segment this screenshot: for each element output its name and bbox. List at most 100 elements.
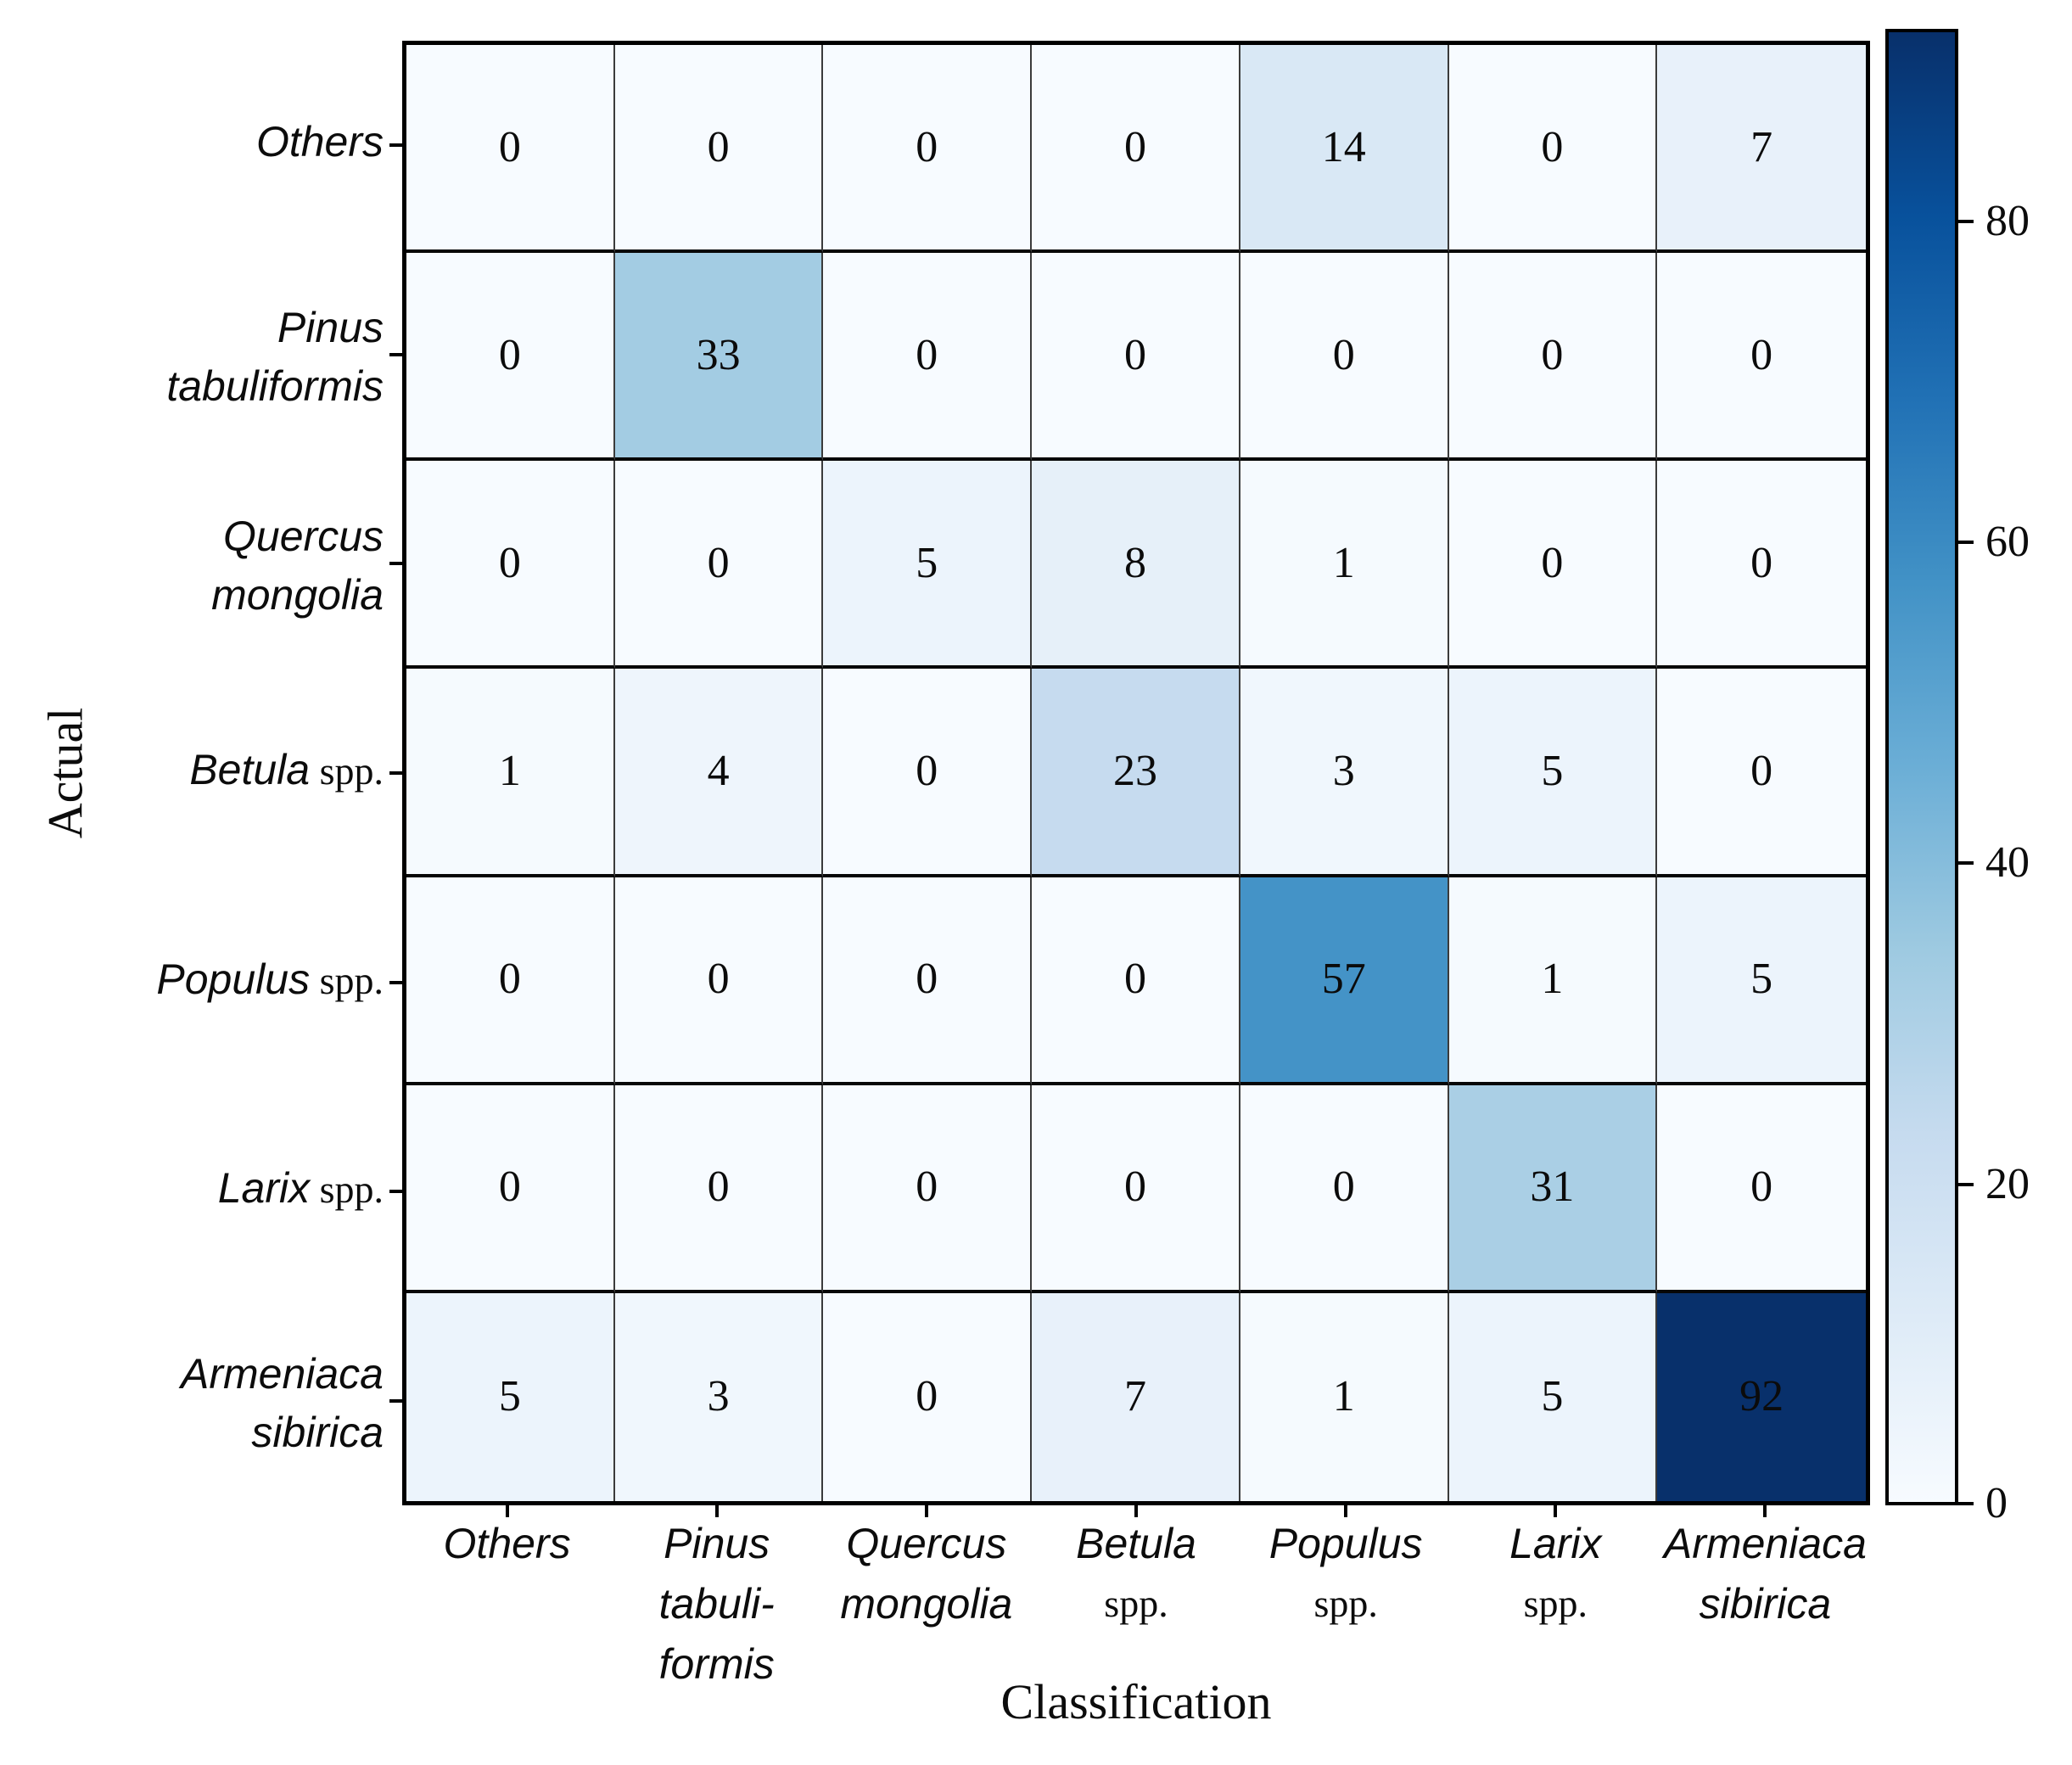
species-name: Pinus bbox=[664, 1520, 770, 1567]
species-name: Quercus bbox=[846, 1520, 1007, 1567]
x-tick-label: Pinus tabuli-formis bbox=[547, 1519, 887, 1700]
tick-label-line: formis bbox=[547, 1639, 887, 1700]
species-name: Pinus bbox=[277, 303, 384, 351]
matrix-cell: 57 bbox=[1240, 877, 1449, 1085]
cell-value: 5 bbox=[1541, 1372, 1564, 1421]
colorbar-tick-mark bbox=[1958, 861, 1974, 866]
cell-value: 0 bbox=[707, 538, 730, 587]
matrix-cell: 7 bbox=[1032, 1292, 1240, 1501]
cell-value: 0 bbox=[916, 746, 938, 795]
cell-value: 0 bbox=[498, 330, 521, 379]
colorbar-tick-mark bbox=[1958, 1502, 1974, 1505]
y-tick-mark bbox=[389, 1190, 402, 1194]
species-name: mongolia bbox=[211, 571, 384, 619]
tick-label-line: sibirica bbox=[1595, 1579, 1935, 1639]
matrix-cell: 3 bbox=[614, 1292, 824, 1501]
species-name: Populus bbox=[1268, 1520, 1423, 1567]
matrix-cell: 0 bbox=[1657, 461, 1866, 670]
tick-label-line: Quercus bbox=[0, 513, 384, 571]
tick-label-line: tabuliformis bbox=[0, 362, 384, 421]
species-name: Betula bbox=[189, 746, 311, 793]
tick-label-line: Pinus bbox=[547, 1519, 887, 1579]
y-tick-label: Betula spp. bbox=[0, 746, 384, 804]
matrix-cell: 5 bbox=[1657, 877, 1866, 1085]
cell-value: 0 bbox=[707, 1163, 730, 1212]
matrix-cell: 0 bbox=[823, 45, 1033, 254]
cell-value: 0 bbox=[498, 1163, 521, 1212]
cell-value: 5 bbox=[1541, 746, 1564, 795]
cell-value: 0 bbox=[1123, 1163, 1146, 1212]
matrix-cell: 14 bbox=[1240, 45, 1449, 254]
cell-value: 0 bbox=[498, 538, 521, 587]
tick-label-line: Larix spp. bbox=[0, 1164, 384, 1223]
tick-label-line: spp. bbox=[1176, 1579, 1515, 1638]
cell-value: 5 bbox=[498, 1372, 521, 1421]
y-tick-label: Armeniaca sibirica bbox=[0, 1350, 384, 1467]
y-tick-mark bbox=[389, 980, 402, 984]
cell-value: 0 bbox=[1123, 122, 1146, 171]
spp-abbrev: spp. bbox=[1523, 1582, 1588, 1625]
matrix-cell: 0 bbox=[614, 461, 824, 670]
x-tick-mark bbox=[1134, 1504, 1138, 1517]
matrix-cell: 0 bbox=[1657, 1084, 1866, 1293]
cell-value: 0 bbox=[1332, 1163, 1355, 1212]
matrix-cell: 8 bbox=[1032, 461, 1240, 670]
spp-abbrev: spp. bbox=[310, 1168, 384, 1212]
tick-label-line: Others bbox=[338, 1519, 677, 1579]
y-tick-label: Others bbox=[0, 118, 384, 176]
cell-value: 14 bbox=[1321, 122, 1366, 171]
matrix-cell: 0 bbox=[614, 45, 824, 254]
y-tick-mark bbox=[389, 1398, 402, 1403]
spp-abbrev: spp. bbox=[1313, 1582, 1378, 1625]
species-name: Quercus bbox=[223, 513, 384, 561]
y-tick-label: Pinus tabuliformis bbox=[0, 304, 384, 421]
matrix-cell: 0 bbox=[823, 1292, 1033, 1501]
tick-label-line: sibirica bbox=[0, 1409, 384, 1467]
matrix-cell: 0 bbox=[1657, 669, 1866, 877]
matrix-cell: 0 bbox=[1240, 253, 1449, 462]
x-tick-mark bbox=[1554, 1504, 1558, 1517]
y-tick-mark bbox=[389, 771, 402, 775]
tick-label-line: mongolia bbox=[0, 571, 384, 630]
tick-label-line: Populus spp. bbox=[0, 955, 384, 1014]
spp-abbrev: spp. bbox=[1104, 1582, 1168, 1625]
matrix-cell: 5 bbox=[1448, 1292, 1658, 1501]
cell-value: 0 bbox=[916, 330, 938, 379]
matrix-cell: 0 bbox=[406, 1084, 615, 1293]
tick-label-line: Larix bbox=[1386, 1519, 1725, 1579]
y-tick-label: Larix spp. bbox=[0, 1164, 384, 1223]
species-name: sibirica bbox=[1699, 1580, 1832, 1628]
matrix-cell: 5 bbox=[1448, 669, 1658, 877]
y-tick-mark bbox=[389, 352, 402, 356]
cell-value: 0 bbox=[1123, 955, 1146, 1004]
tick-label-line: Armeniaca bbox=[0, 1350, 384, 1409]
tick-label-line: mongolia bbox=[757, 1579, 1096, 1639]
x-tick-mark bbox=[1344, 1504, 1348, 1517]
y-tick-mark bbox=[389, 143, 402, 148]
cell-value: 1 bbox=[1332, 538, 1355, 587]
x-tick-label: Betula spp. bbox=[966, 1519, 1306, 1638]
colorbar-tick-value: 60 bbox=[1985, 518, 2030, 567]
species-name: Larix bbox=[1509, 1520, 1602, 1567]
x-tick-label: Larix spp. bbox=[1386, 1519, 1725, 1638]
matrix-cell: 23 bbox=[1032, 669, 1240, 877]
cell-value: 5 bbox=[916, 538, 938, 587]
tick-label-line: Betula bbox=[966, 1519, 1306, 1579]
species-name: Others bbox=[255, 118, 384, 166]
matrix-cell: 92 bbox=[1657, 1292, 1866, 1501]
species-name: Armeniaca bbox=[181, 1349, 384, 1398]
matrix-cell: 5 bbox=[823, 461, 1033, 670]
x-tick-label: Populus spp. bbox=[1176, 1519, 1515, 1638]
matrix-cell: 0 bbox=[823, 669, 1033, 877]
matrix-cell: 1 bbox=[406, 669, 615, 877]
x-tick-label: Quercus mongolia bbox=[757, 1519, 1096, 1639]
matrix-cell: 1 bbox=[1240, 461, 1449, 670]
cell-value: 5 bbox=[1750, 955, 1773, 1004]
matrix-cell: 0 bbox=[1240, 1084, 1449, 1293]
cell-value: 0 bbox=[1750, 1163, 1773, 1212]
tick-label-line: tabuli- bbox=[547, 1579, 887, 1639]
cell-value: 0 bbox=[1541, 538, 1564, 587]
spp-abbrev: spp. bbox=[310, 749, 384, 793]
colorbar-tick-value: 80 bbox=[1985, 196, 2030, 245]
matrix-cell: 7 bbox=[1657, 45, 1866, 254]
